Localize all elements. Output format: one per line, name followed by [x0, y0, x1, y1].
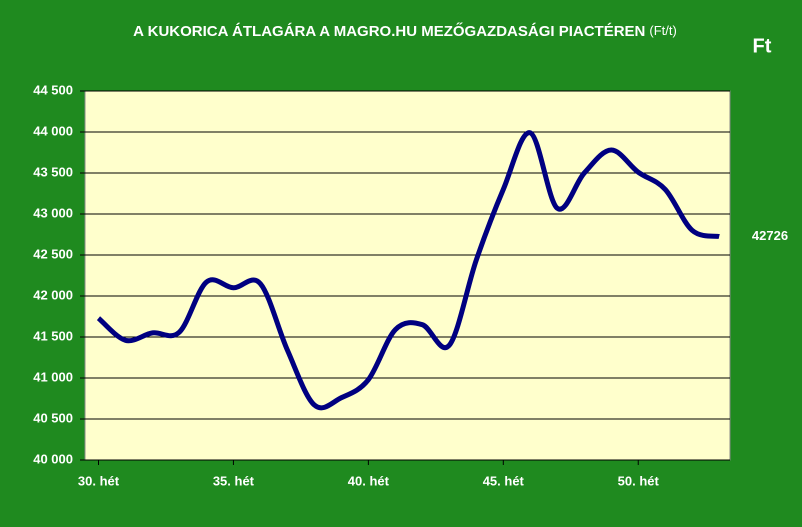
x-tick-label: 45. hét — [483, 473, 525, 488]
plot-area — [84, 90, 731, 461]
y-tick-label: 41 000 — [33, 369, 73, 384]
title-unit: (Ft/t) — [649, 23, 676, 38]
title-main: A KUKORICA ÁTLAGÁRA A MAGRO.HU MEZŐGAZDA… — [133, 22, 645, 40]
y-tick-label: 42 000 — [33, 287, 73, 302]
y-tick-label: 44 000 — [33, 123, 73, 138]
y-tick-label: 42 500 — [33, 246, 73, 261]
chart-title: A KUKORICA ÁTLAGÁRA A MAGRO.HU MEZŐGAZDA… — [133, 22, 677, 40]
y-tick-label: 43 000 — [33, 205, 73, 220]
x-tick-label: 30. hét — [78, 473, 120, 488]
y-tick-label: 41 500 — [33, 328, 73, 343]
y-tick-label: 40 000 — [33, 451, 73, 466]
y-tick-label: 43 500 — [33, 164, 73, 179]
y-tick-label: 40 500 — [33, 410, 73, 425]
x-tick-label: 40. hét — [348, 473, 390, 488]
end-value-label: 42726 — [752, 228, 788, 243]
x-tick-label: 35. hét — [213, 473, 255, 488]
price-line — [96, 130, 720, 411]
corner-label: Ft — [753, 35, 772, 57]
x-tick-label: 50. hét — [618, 473, 660, 488]
y-tick-label: 44 500 — [33, 82, 73, 97]
